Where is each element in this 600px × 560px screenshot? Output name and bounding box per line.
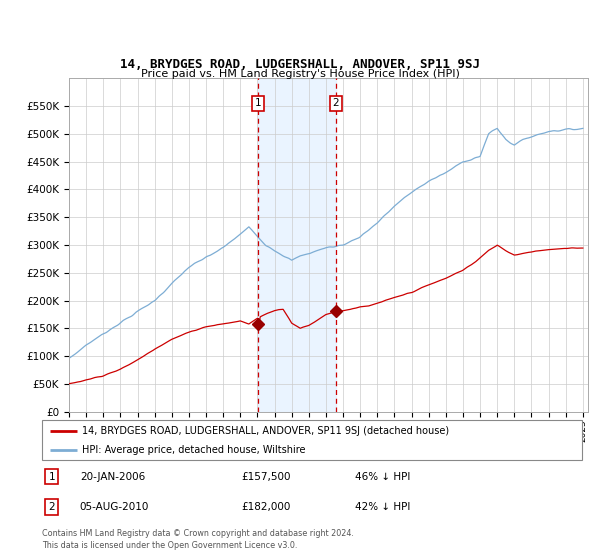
Text: 2: 2 [332, 99, 339, 109]
Text: £182,000: £182,000 [242, 502, 291, 512]
FancyBboxPatch shape [42, 420, 582, 460]
Bar [259, 78, 336, 412]
Text: HPI: Average price, detached house, Wiltshire: HPI: Average price, detached house, Wilt… [83, 445, 306, 455]
Text: £157,500: £157,500 [242, 472, 292, 482]
Text: Contains HM Land Registry data © Crown copyright and database right 2024.
This d: Contains HM Land Registry data © Crown c… [42, 529, 354, 550]
Text: 14, BRYDGES ROAD, LUDGERSHALL, ANDOVER, SP11 9SJ (detached house): 14, BRYDGES ROAD, LUDGERSHALL, ANDOVER, … [83, 426, 449, 436]
Text: Price paid vs. HM Land Registry's House Price Index (HPI): Price paid vs. HM Land Registry's House … [140, 69, 460, 79]
Text: 20-JAN-2006: 20-JAN-2006 [80, 472, 145, 482]
Text: 1: 1 [49, 472, 55, 482]
Text: 2: 2 [49, 502, 55, 512]
Text: 46% ↓ HPI: 46% ↓ HPI [355, 472, 410, 482]
Text: 05-AUG-2010: 05-AUG-2010 [80, 502, 149, 512]
Text: 14, BRYDGES ROAD, LUDGERSHALL, ANDOVER, SP11 9SJ: 14, BRYDGES ROAD, LUDGERSHALL, ANDOVER, … [120, 58, 480, 71]
Text: 1: 1 [255, 99, 262, 109]
Text: 42% ↓ HPI: 42% ↓ HPI [355, 502, 410, 512]
